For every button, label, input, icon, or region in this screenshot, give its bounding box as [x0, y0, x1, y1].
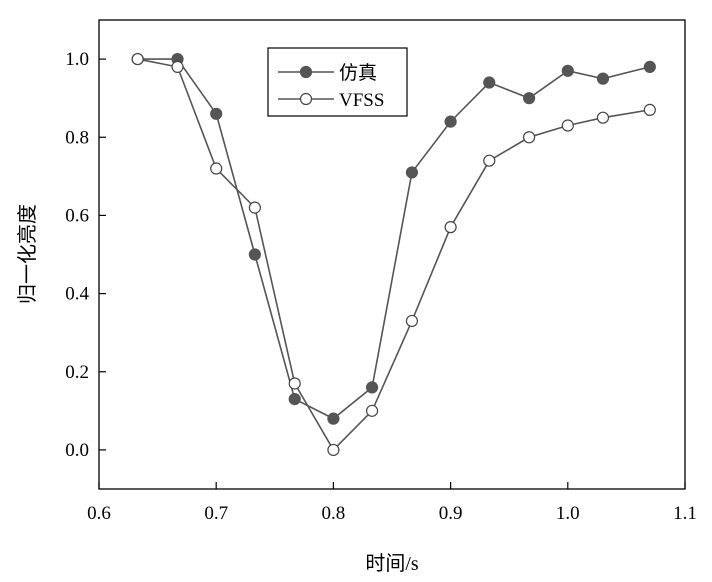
y-tick-label: 0.0: [65, 440, 89, 461]
series-layer: [131, 52, 656, 457]
y-tick-label: 0.2: [65, 362, 89, 383]
y-tick-label: 1.0: [65, 49, 89, 70]
data-point-2: [483, 154, 496, 167]
data-point-2: [561, 119, 574, 132]
data-point-2: [643, 103, 656, 116]
x-tick-label: 0.6: [87, 503, 111, 524]
legend-marker: [299, 65, 313, 79]
data-point-2: [248, 201, 261, 214]
data-point-1: [483, 76, 496, 89]
y-tick-label: 0.8: [65, 127, 89, 148]
data-point-2: [405, 314, 419, 328]
x-tick-label: 0.8: [322, 503, 346, 524]
data-point-1: [210, 107, 223, 120]
data-point-1: [405, 166, 419, 179]
legend: 仿真 VFSS: [267, 47, 408, 117]
y-tick-label: 0.6: [65, 205, 89, 226]
legend-label: VFSS: [339, 90, 384, 111]
y-tick-label: 0.4: [65, 284, 89, 305]
x-axis-title: 时间/s: [365, 552, 419, 575]
data-point-2: [210, 162, 223, 175]
x-tick-label: 1.0: [556, 503, 580, 524]
data-point-2: [523, 131, 536, 144]
data-point-1: [248, 248, 261, 261]
x-tick-label: 0.9: [439, 503, 463, 524]
data-point-1: [596, 72, 610, 85]
data-point-1: [327, 412, 340, 425]
data-point-2: [365, 404, 379, 417]
series-line-1: [137, 58, 651, 420]
series-line-2: [137, 58, 650, 452]
axis-ticks: 0.6 0.7 0.8 0.9 1.0 1.1 0.0 0.2 0.4 0.6 0.8 1.0: [65, 49, 697, 524]
legend-marker: [299, 92, 313, 106]
data-point-2: [444, 221, 457, 234]
data-point-2: [596, 111, 610, 124]
legend-label: 仿真: [339, 62, 377, 84]
data-point-1: [523, 92, 536, 105]
data-point-1: [643, 60, 656, 74]
y-axis-title: 归一化亮度: [16, 204, 39, 304]
data-point-1: [288, 393, 301, 406]
x-tick-label: 0.7: [204, 503, 228, 524]
x-tick-label: 1.1: [673, 503, 697, 524]
data-point-1: [365, 381, 379, 394]
legend-box: [267, 47, 408, 117]
data-point-2: [171, 60, 184, 74]
data-point-1: [561, 64, 574, 77]
data-point-1: [444, 115, 457, 128]
data-point-2: [327, 443, 340, 457]
data-point-2: [131, 52, 144, 66]
plot-frame: [98, 19, 686, 490]
data-point-2: [288, 377, 301, 390]
